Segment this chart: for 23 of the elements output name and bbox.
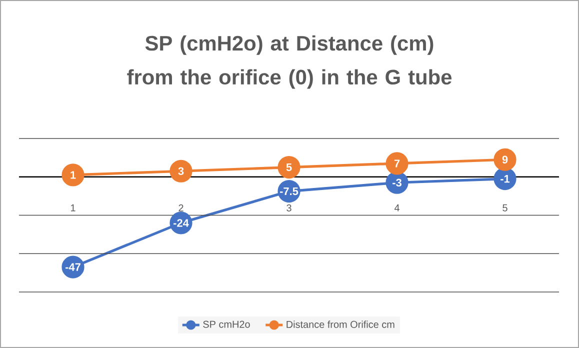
data-label: -3 <box>392 178 402 187</box>
data-label: 3 <box>178 167 184 176</box>
x-tick-label: 5 <box>502 204 508 212</box>
point <box>278 156 300 179</box>
data-label: 1 <box>70 171 76 179</box>
x-tick-label: 2 <box>178 204 184 212</box>
data-label: -7.5 <box>280 187 298 196</box>
data-label: 9 <box>502 156 508 164</box>
data-label: 7 <box>394 160 400 168</box>
x-tick-label: 1 <box>70 204 76 212</box>
point <box>386 152 408 175</box>
point <box>494 148 516 171</box>
legend-label: SP cmH2o <box>203 320 250 328</box>
data-label: -1 <box>500 175 510 183</box>
x-tick-label: 3 <box>286 204 292 212</box>
legend-label: Distance from Orifice cm <box>286 320 394 328</box>
point <box>62 164 84 186</box>
chart-title: SP (cmH2o) at Distance (cm) from the orifice (0) in the G tube <box>127 35 452 89</box>
data-label: 5 <box>286 163 292 172</box>
data-label: -24 <box>174 219 189 227</box>
data-label: -47 <box>66 263 80 271</box>
point <box>170 160 192 182</box>
x-tick-label: 4 <box>394 204 400 212</box>
